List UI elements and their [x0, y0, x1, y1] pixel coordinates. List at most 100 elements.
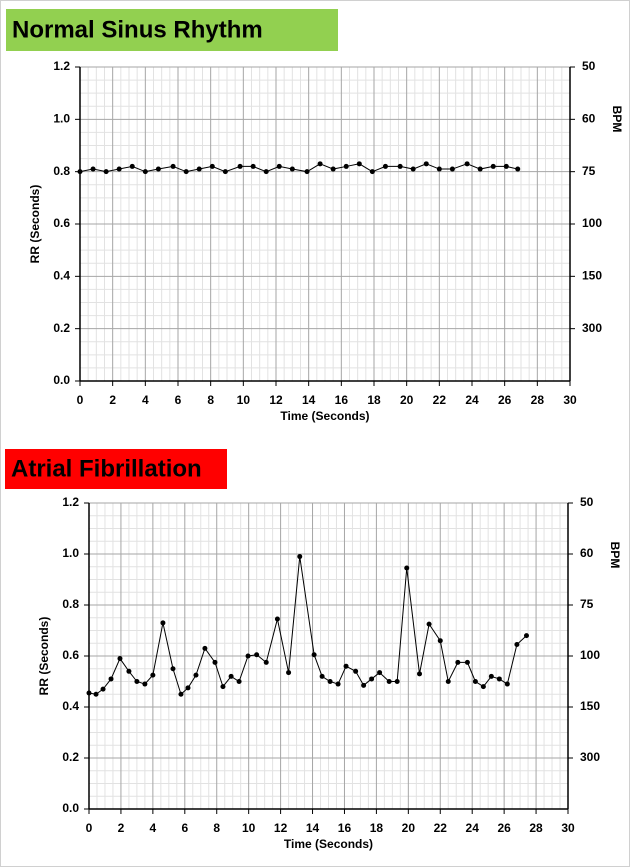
y2-tick-label: 300 [580, 750, 600, 764]
data-point [490, 163, 496, 169]
x-tick-label: 0 [77, 393, 84, 407]
data-point [410, 166, 416, 172]
y-tick-label: 1.2 [53, 59, 70, 73]
data-point [254, 652, 260, 658]
x-tick-label: 4 [150, 821, 157, 835]
data-point [335, 681, 341, 687]
y-axis-label: RR (Seconds) [37, 617, 51, 696]
data-point [455, 659, 461, 665]
y2-tick-label: 50 [582, 59, 596, 73]
data-point [343, 663, 349, 669]
data-point [263, 169, 269, 175]
data-point [353, 668, 359, 674]
x-tick-label: 28 [531, 393, 545, 407]
data-point [445, 679, 451, 684]
data-point [504, 681, 510, 687]
y-tick-label: 1.0 [53, 112, 70, 126]
data-point [276, 163, 282, 169]
data-point [437, 638, 443, 644]
data-point [170, 666, 176, 672]
x-tick-label: 24 [466, 821, 480, 835]
data-point [488, 673, 494, 679]
data-point [202, 645, 208, 651]
title-box [5, 449, 227, 489]
data-point [377, 670, 383, 676]
y-tick-label: 0.6 [62, 648, 79, 662]
y2-axis-label: BPM [608, 542, 622, 569]
data-point [304, 169, 310, 175]
y-tick-label: 0.4 [62, 699, 79, 713]
data-point [297, 554, 303, 560]
data-point [394, 679, 400, 684]
data-point [426, 621, 432, 627]
y-tick-label: 0.8 [53, 164, 70, 178]
data-point [523, 633, 529, 639]
x-tick-label: 12 [269, 393, 283, 407]
x-tick-label: 6 [175, 393, 182, 407]
data-point [386, 679, 392, 684]
y-tick-label: 0.2 [62, 750, 79, 764]
data-point [472, 679, 478, 684]
data-point [170, 163, 176, 169]
data-point [319, 673, 325, 679]
y-tick-label: 0.0 [62, 801, 79, 815]
data-point [417, 671, 423, 677]
x-tick-label: 24 [465, 393, 479, 407]
data-point [117, 656, 123, 662]
y-tick-label: 0.0 [53, 373, 70, 387]
data-point [369, 169, 375, 175]
data-point [193, 672, 199, 678]
data-point [436, 166, 442, 172]
data-point [263, 659, 269, 665]
x-tick-label: 2 [118, 821, 125, 835]
data-point [155, 166, 161, 172]
data-point [464, 161, 470, 167]
data-point [228, 673, 234, 679]
y2-tick-label: 75 [580, 597, 594, 611]
data-point [103, 169, 109, 175]
y2-tick-label: 150 [580, 699, 600, 713]
data-point [222, 169, 228, 175]
x-tick-label: 10 [237, 393, 251, 407]
series-line [79, 163, 518, 173]
x-tick-label: 20 [400, 393, 414, 407]
data-point [108, 676, 114, 682]
y2-tick-label: 50 [580, 495, 594, 509]
y-tick-label: 1.2 [62, 495, 79, 509]
x-axis-label: Time (Seconds) [284, 837, 373, 851]
chart-title: Atrial Fibrillation [11, 455, 202, 482]
data-point [286, 670, 292, 676]
data-point [250, 163, 256, 169]
x-tick-label: 30 [563, 393, 577, 407]
data-point [477, 166, 483, 172]
x-tick-label: 18 [367, 393, 381, 407]
x-tick-label: 14 [302, 393, 316, 407]
data-point [361, 682, 367, 688]
y2-tick-label: 100 [580, 648, 600, 662]
x-tick-label: 26 [497, 821, 511, 835]
x-tick-label: 18 [370, 821, 384, 835]
data-point [183, 169, 189, 175]
x-tick-label: 28 [529, 821, 543, 835]
x-tick-label: 6 [181, 821, 188, 835]
data-point [220, 684, 226, 690]
x-tick-label: 20 [402, 821, 416, 835]
data-point [77, 169, 83, 175]
y2-axis-label: BPM [610, 106, 624, 133]
y2-tick-label: 75 [582, 164, 596, 178]
y-tick-label: 0.6 [53, 216, 70, 230]
x-tick-label: 8 [207, 393, 214, 407]
y-axis-label: RR (Seconds) [28, 185, 42, 264]
data-point [93, 691, 99, 697]
data-point [503, 163, 509, 169]
x-tick-label: 16 [338, 821, 352, 835]
data-point [160, 620, 166, 626]
y-tick-label: 0.4 [53, 269, 70, 283]
data-point [150, 672, 156, 678]
x-tick-label: 4 [142, 393, 149, 407]
data-point [382, 163, 388, 169]
data-point [86, 690, 92, 696]
